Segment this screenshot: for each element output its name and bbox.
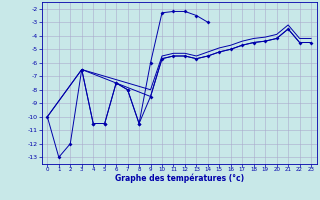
X-axis label: Graphe des températures (°c): Graphe des températures (°c) (115, 174, 244, 183)
